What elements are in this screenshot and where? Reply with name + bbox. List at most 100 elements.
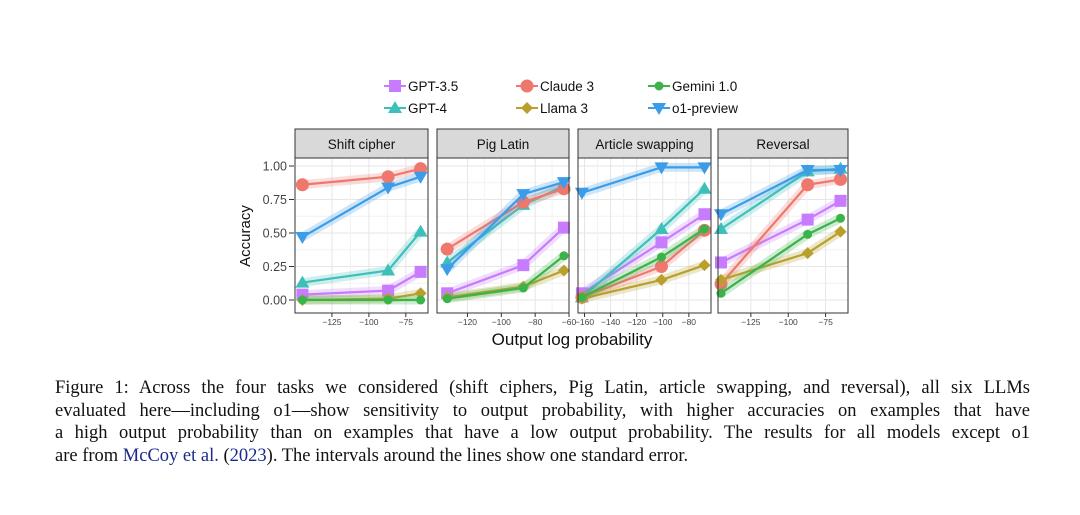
panel-shift-cipher: Shift cipher −125 −100 −75 — [294, 128, 429, 327]
panel-pig-latin: Pig Latin −120 −100 −80 −60 — [436, 128, 577, 327]
data-point — [654, 221, 669, 234]
panel-strip — [717, 128, 849, 159]
caption-line: evaluated here—including o1—show sensiti… — [55, 400, 1030, 421]
legend-marker-triangle — [388, 101, 402, 113]
data-point — [516, 189, 531, 202]
panel-border — [294, 157, 429, 314]
data-point — [557, 221, 570, 234]
panel-article-swapping: Article swapping −160 −140 −120 −100 −80 — [574, 128, 712, 327]
legend-label: Claude 3 — [540, 79, 594, 94]
caption-text: ( — [218, 445, 230, 466]
x-tick-label: −100 — [359, 317, 378, 327]
x-tick-label: −120 — [627, 317, 646, 327]
caption-line: a high output probability than on exampl… — [55, 423, 1030, 443]
data-point — [713, 209, 728, 222]
data-point — [414, 287, 427, 300]
plot-area — [437, 158, 569, 313]
panel-border — [577, 157, 712, 314]
data-point — [698, 259, 711, 272]
y-tick-label: 1.00 — [263, 160, 287, 174]
legend-marker-square — [389, 80, 401, 92]
x-tick-label: −120 — [458, 317, 477, 327]
x-tick-label: −125 — [322, 317, 341, 327]
data-point — [559, 251, 569, 261]
data-point — [381, 170, 395, 184]
figure-chart: GPT-3.5 Claude 3 Gemini 1.0 GPT-4 Llama 3 o1-… — [237, 79, 849, 349]
y-tick-label: 0.25 — [263, 260, 287, 274]
data-point — [295, 232, 310, 245]
x-tick-label: −60 — [562, 317, 577, 327]
caption-line: Figure 1: Across the four tasks we consi… — [55, 378, 1030, 398]
data-point — [656, 252, 666, 262]
data-point — [440, 264, 455, 277]
panel-strip — [577, 128, 712, 159]
caption-line: are from McCoy et al. (2023). The interv… — [55, 445, 1030, 468]
data-point — [442, 294, 452, 304]
y-tick-label: 0.75 — [263, 193, 287, 207]
panel-title: Article swapping — [595, 137, 693, 152]
data-point — [697, 162, 712, 175]
data-point — [413, 171, 428, 184]
data-point — [518, 283, 528, 293]
panel-border — [717, 157, 849, 314]
data-point — [381, 263, 396, 276]
data-point — [801, 213, 814, 226]
citation-link[interactable]: McCoy et al. — [122, 445, 219, 466]
data-point — [295, 275, 310, 288]
x-tick-label: −140 — [601, 317, 620, 327]
data-point — [697, 181, 712, 194]
data-point — [440, 242, 454, 256]
caption-text: are from — [55, 445, 123, 466]
data-point — [800, 165, 815, 178]
data-point — [801, 247, 814, 260]
data-point — [655, 273, 668, 286]
legend-marker-triangle-down — [652, 103, 666, 115]
legend-marker-circle — [520, 79, 534, 93]
data-point — [716, 288, 726, 298]
panel-title: Reversal — [756, 137, 809, 152]
panel-reversal: Reversal −125 −100 −75 — [713, 128, 849, 327]
data-point — [416, 295, 426, 305]
data-point — [834, 172, 848, 186]
x-tick-label: −100 — [653, 317, 672, 327]
figure-caption: Figure 1: Across the four tasks we consi… — [55, 377, 1030, 467]
data-point — [382, 284, 395, 297]
data-point — [381, 182, 396, 195]
data-point — [383, 295, 393, 305]
data-point — [654, 260, 668, 273]
data-point — [556, 177, 571, 190]
x-tick-label: −100 — [492, 317, 511, 327]
data-point — [654, 162, 669, 175]
data-point — [699, 224, 709, 234]
data-point — [413, 224, 428, 237]
citation-year-link[interactable]: 2023 — [229, 445, 267, 466]
x-tick-label: −80 — [682, 317, 697, 327]
x-tick-label: −75 — [818, 317, 833, 327]
data-point — [516, 195, 530, 209]
data-point — [517, 259, 530, 272]
legend-label: Gemini 1.0 — [672, 79, 737, 94]
data-point — [834, 194, 847, 207]
data-point — [833, 165, 848, 178]
data-point — [295, 178, 309, 192]
x-axis-label: Output log probability — [492, 330, 653, 349]
data-point — [803, 229, 813, 239]
y-axis-label: Accuracy — [237, 205, 254, 267]
legend-label: GPT-3.5 — [408, 79, 458, 94]
y-tick-label: 0.50 — [263, 227, 287, 241]
x-tick-label: −125 — [741, 317, 760, 327]
panel-title: Shift cipher — [328, 137, 396, 152]
data-point — [557, 264, 570, 277]
data-point — [655, 236, 668, 249]
legend-label: Llama 3 — [540, 101, 588, 116]
caption-text: ). The intervals around the lines show o… — [266, 445, 689, 466]
legend-label: GPT-4 — [408, 101, 448, 116]
data-point — [698, 208, 711, 221]
data-point — [834, 225, 847, 238]
panel-title: Pig Latin — [477, 137, 530, 152]
data-point — [577, 292, 587, 302]
data-point — [836, 213, 846, 223]
y-tick-label: 0.00 — [263, 294, 287, 308]
legend-label: o1-preview — [672, 101, 738, 116]
x-tick-label: −80 — [528, 317, 543, 327]
